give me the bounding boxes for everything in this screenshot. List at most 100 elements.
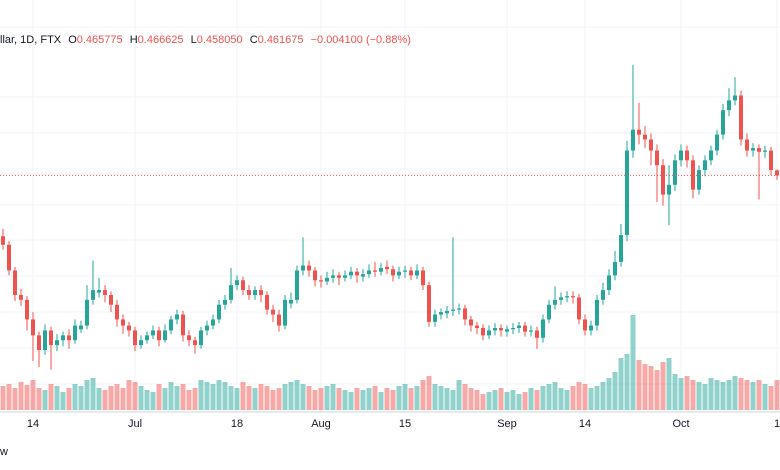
volume-bar: [66, 388, 72, 410]
x-tick-label: Jul: [128, 418, 142, 430]
volume-bar: [258, 384, 264, 410]
volume-bar: [144, 390, 150, 410]
candle-body: [235, 280, 239, 286]
volume-bar: [612, 372, 618, 410]
candle-body: [121, 319, 125, 326]
candle-body: [7, 244, 11, 271]
candle-body: [25, 299, 29, 320]
high-value: 0.466625: [138, 34, 184, 46]
candle-body: [409, 270, 413, 276]
candle-body: [109, 294, 113, 305]
candle-body: [151, 330, 155, 336]
candle-body: [79, 325, 83, 330]
candle-body: [583, 319, 587, 331]
volume-bar: [294, 380, 300, 410]
volume-bar: [234, 388, 240, 410]
legend-header: llar, 1D, FTX O0.465775 H0.466625 L0.458…: [0, 34, 411, 46]
volume-bar: [396, 386, 402, 410]
volume-bar: [72, 384, 78, 410]
volume-bar: [516, 394, 522, 410]
volume-bar: [756, 380, 762, 410]
volume-bar: [60, 392, 66, 410]
candle-body: [529, 330, 533, 332]
candle-body: [211, 319, 215, 326]
volume-bar: [174, 386, 180, 410]
volume-bar: [216, 380, 222, 410]
volume-bar: [636, 360, 642, 410]
volume-bar: [570, 386, 576, 410]
candle-body: [745, 139, 749, 151]
candle-body: [283, 299, 287, 326]
candle-body: [247, 290, 251, 295]
candle-body: [181, 314, 185, 336]
volume-bar: [546, 384, 552, 410]
candle-body: [631, 129, 635, 151]
volume-bar: [150, 392, 156, 410]
candle-body: [619, 234, 623, 262]
volume-bar: [726, 380, 732, 410]
volume-bar: [630, 315, 636, 410]
candle-body: [451, 309, 455, 311]
candle-body: [169, 319, 173, 331]
volume-bar: [534, 390, 540, 410]
candle-body: [313, 270, 317, 281]
volume-bar: [414, 386, 420, 410]
candle-body: [721, 110, 725, 135]
candle-body: [727, 100, 731, 111]
volume-bar: [126, 380, 132, 410]
candle-body: [475, 325, 479, 328]
candle-body: [607, 275, 611, 291]
candle-body: [679, 150, 683, 161]
volume-bar: [18, 382, 24, 410]
candle-body: [511, 328, 515, 330]
volume-bar: [6, 384, 12, 410]
candle-body: [673, 160, 677, 185]
x-tick-label: 14: [27, 418, 39, 430]
volume-bar: [354, 388, 360, 410]
candle-body: [331, 275, 335, 278]
volume-bar: [684, 376, 690, 410]
candle-body: [481, 328, 485, 336]
volume-bar: [222, 382, 228, 410]
candle-body: [643, 134, 647, 140]
candle-body: [13, 270, 17, 295]
volume-bar: [180, 384, 186, 410]
candle-body: [343, 275, 347, 278]
volume-bar: [462, 384, 468, 410]
candle-body: [295, 270, 299, 300]
candle-body: [559, 297, 563, 300]
volume-bar: [690, 380, 696, 410]
candle-body: [259, 290, 263, 295]
candle-body: [403, 270, 407, 272]
volume-bar: [708, 378, 714, 410]
volume-bar: [336, 388, 342, 410]
volume-bar: [288, 382, 294, 410]
candle-body: [205, 325, 209, 331]
high-label: H: [130, 34, 138, 46]
volume-bar: [504, 392, 510, 410]
volume-bar: [282, 384, 288, 410]
volume-bar: [318, 388, 324, 410]
candle-body: [769, 150, 773, 171]
volume-bar: [168, 382, 174, 410]
volume-bar: [564, 390, 570, 410]
volume-bar: [138, 386, 144, 410]
volume-bar: [660, 362, 666, 410]
volume-bar: [678, 378, 684, 410]
candle-body: [397, 271, 401, 276]
candle-body: [547, 304, 551, 320]
x-tick-label: Oct: [672, 418, 689, 430]
volume-bar: [390, 390, 396, 410]
volume-bar: [738, 378, 744, 410]
candle-body: [433, 314, 437, 322]
volume-bar: [42, 390, 48, 410]
volume-bar: [444, 388, 450, 410]
candle-body: [685, 150, 689, 161]
candle-body: [49, 330, 53, 346]
close-label: C: [250, 34, 258, 46]
candle-body: [337, 275, 341, 278]
volume-bar: [192, 388, 198, 410]
volume-bar: [54, 386, 60, 410]
candle-body: [217, 304, 221, 320]
plot: [0, 64, 780, 410]
